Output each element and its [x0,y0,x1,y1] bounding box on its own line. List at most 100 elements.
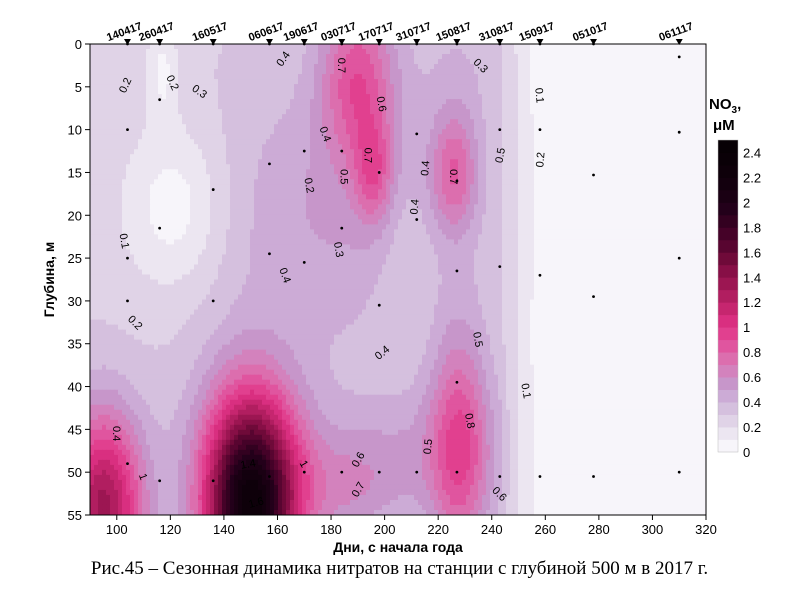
field-cell [246,49,251,55]
field-cell [554,129,559,135]
field-cell [406,139,411,145]
field-cell [214,204,219,210]
field-cell [238,99,243,105]
field-cell [250,99,255,105]
field-cell [650,134,655,140]
field-cell [366,189,371,195]
field-cell [174,164,179,170]
field-cell [370,59,375,65]
field-cell [142,64,147,70]
field-cell [130,169,135,175]
field-cell [102,184,107,190]
field-cell [126,144,131,150]
field-cell [374,69,379,75]
field-cell [662,134,667,140]
field-cell [194,109,199,115]
field-cell [690,99,695,105]
field-cell [302,179,307,185]
field-cell [522,119,527,125]
field-cell [214,189,219,195]
field-cell [582,199,587,205]
field-cell [606,49,611,55]
field-cell [422,69,427,75]
field-cell [358,109,363,115]
field-cell [286,134,291,140]
field-cell [102,119,107,125]
field-cell [462,74,467,80]
field-cell [202,64,207,70]
field-cell [378,54,383,60]
field-cell [122,44,127,50]
field-cell [154,154,159,160]
field-cell [202,84,207,90]
field-cell [382,159,387,165]
field-cell [542,194,547,200]
field-cell [158,164,163,170]
field-cell [330,104,335,110]
field-cell [546,84,551,90]
field-cell [186,64,191,70]
field-cell [646,179,651,185]
field-cell [398,44,403,50]
field-cell [446,169,451,175]
field-cell [506,129,511,135]
field-cell [598,164,603,170]
field-cell [558,84,563,90]
field-cell [538,94,543,100]
field-cell [186,89,191,95]
field-cell [206,134,211,140]
field-cell [158,49,163,55]
field-cell [590,74,595,80]
field-cell [666,119,671,125]
field-cell [318,59,323,65]
field-cell [266,119,271,125]
field-cell [434,109,439,115]
field-cell [442,64,447,70]
field-cell [226,94,231,100]
field-cell [98,64,103,70]
field-cell [454,169,459,175]
field-cell [146,129,151,135]
field-cell [310,99,315,105]
field-cell [346,184,351,190]
field-cell [422,184,427,190]
field-cell [198,49,203,55]
field-cell [278,59,283,65]
field-cell [310,84,315,90]
field-cell [190,74,195,80]
field-cell [322,49,327,55]
field-cell [566,99,571,105]
field-cell [334,119,339,125]
field-cell [702,174,706,180]
field-cell [330,189,335,195]
field-cell [502,124,507,130]
field-cell [150,154,155,160]
field-cell [358,129,363,135]
field-cell [678,174,683,180]
field-cell [686,164,691,170]
field-cell [562,164,567,170]
field-cell [178,129,183,135]
field-cell [390,114,395,120]
field-cell [362,149,367,155]
field-cell [226,109,231,115]
field-cell [206,69,211,75]
field-cell [614,74,619,80]
field-cell [106,174,111,180]
field-cell [210,94,215,100]
field-cell [362,104,367,110]
field-cell [614,89,619,95]
field-cell [538,164,543,170]
field-cell [114,64,119,70]
field-cell [650,184,655,190]
field-cell [378,84,383,90]
field-cell [350,159,355,165]
field-cell [414,59,419,65]
field-cell [622,139,627,145]
field-cell [698,89,703,95]
field-cell [494,119,499,125]
field-cell [370,89,375,95]
field-cell [582,109,587,115]
field-cell [126,134,131,140]
field-cell [310,134,315,140]
